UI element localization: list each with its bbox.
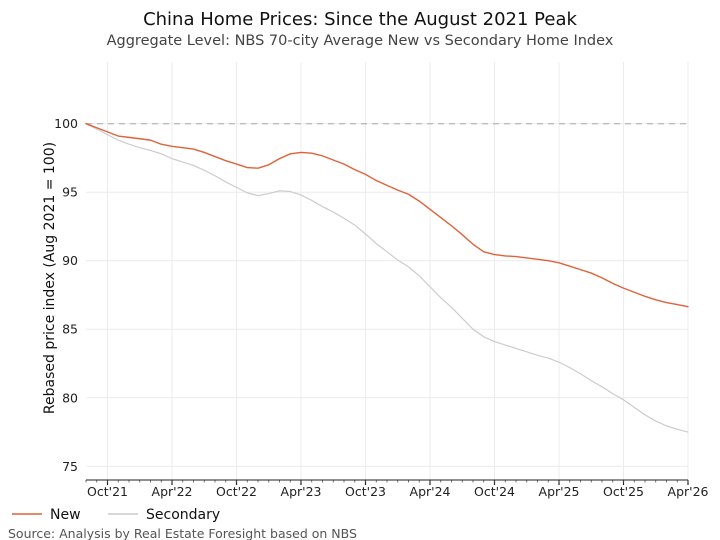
axes: Oct'21 Apr'22 Oct'22 Apr'23 Oct'23 Apr'24 Oct'… bbox=[54, 116, 708, 499]
y-tick-label: 75 bbox=[62, 459, 78, 474]
x-tick-label: Apr'26 bbox=[668, 484, 709, 499]
x-tick-label: Oct'22 bbox=[216, 484, 257, 499]
y-tick-label: 95 bbox=[62, 185, 78, 200]
y-tick-label: 80 bbox=[62, 390, 78, 405]
series-layer bbox=[85, 122, 689, 433]
x-tick-label: Oct'21 bbox=[87, 484, 128, 499]
x-tick-label: Apr'24 bbox=[410, 484, 451, 499]
legend: New Secondary bbox=[12, 507, 220, 523]
x-tick-label: Oct'23 bbox=[345, 484, 386, 499]
y-tick-label: 85 bbox=[62, 322, 78, 337]
x-tick-label: Apr'25 bbox=[539, 484, 580, 499]
x-tick-label: Apr'23 bbox=[281, 484, 322, 499]
legend-label-secondary: Secondary bbox=[146, 507, 220, 523]
x-tick-label: Oct'25 bbox=[603, 484, 644, 499]
y-tick-label: 100 bbox=[54, 116, 78, 131]
series-line-secondary bbox=[85, 123, 689, 433]
series-line-new bbox=[85, 122, 689, 308]
source-note: Source: Analysis by Real Estate Foresigh… bbox=[8, 526, 357, 540]
legend-label-new: New bbox=[50, 507, 81, 523]
chart-title: China Home Prices: Since the August 2021… bbox=[143, 9, 577, 30]
chart-subtitle: Aggregate Level: NBS 70-city Average New… bbox=[107, 33, 614, 49]
grid bbox=[86, 62, 689, 480]
y-axis-label: Rebased price index (Aug 2021 = 100) bbox=[42, 142, 58, 414]
x-tick-label: Oct'24 bbox=[474, 484, 515, 499]
y-tick-label: 90 bbox=[62, 253, 78, 268]
x-tick-label: Apr'22 bbox=[152, 484, 193, 499]
